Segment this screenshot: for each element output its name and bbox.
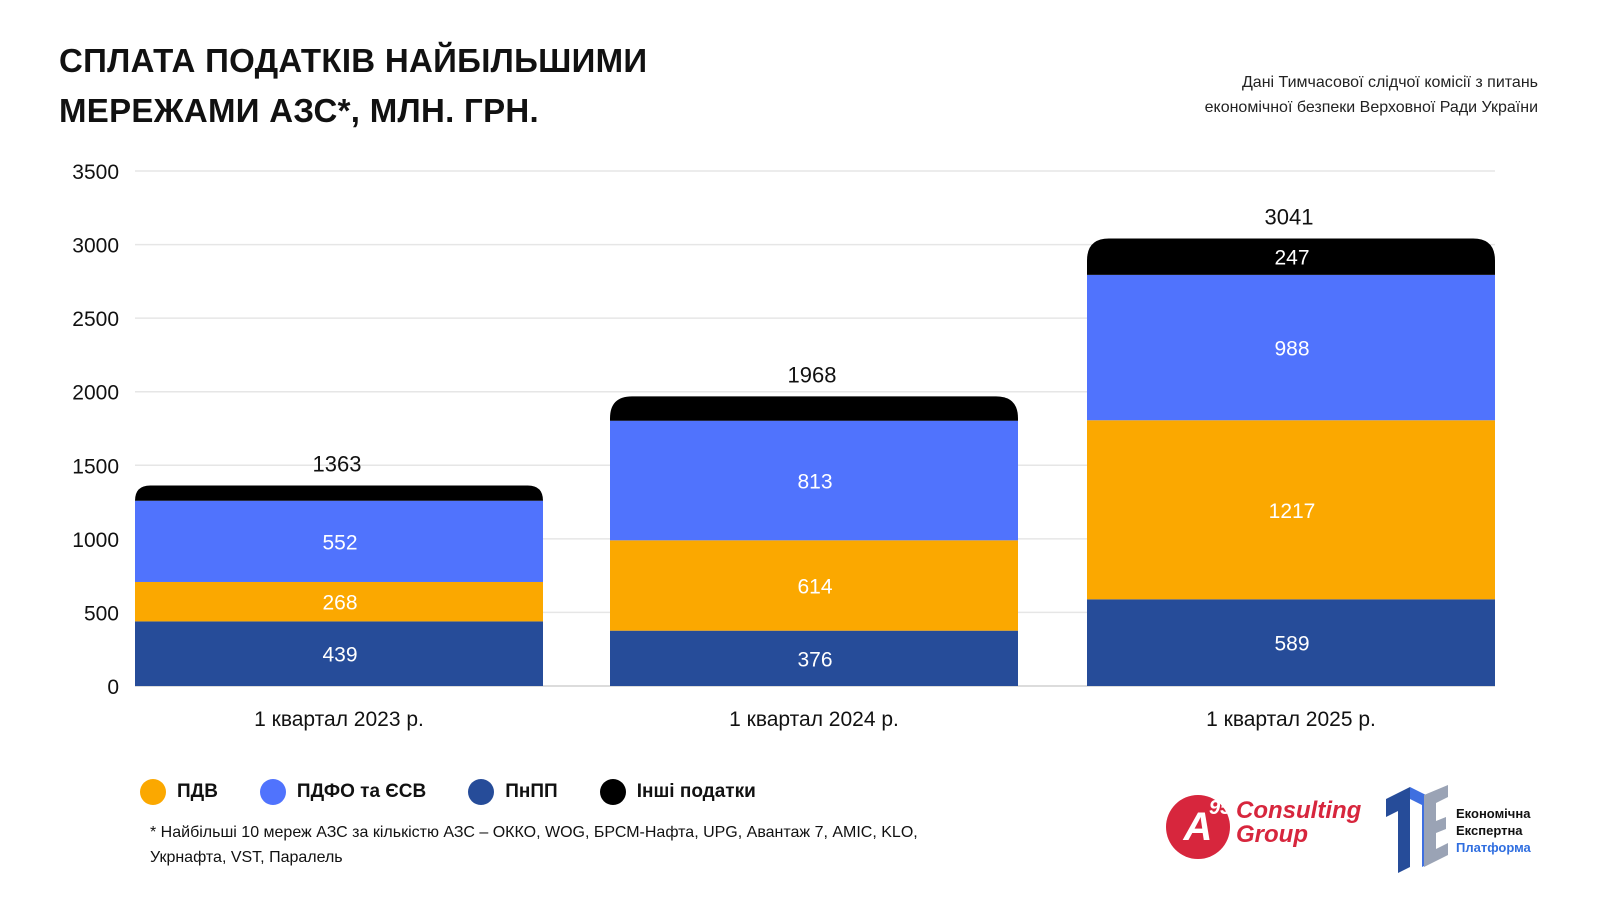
y-tick-label: 500	[84, 602, 119, 625]
data-label-pdv: 1217	[1269, 500, 1316, 523]
bar-segment-pdv	[610, 540, 1018, 631]
x-category-label: 1 квартал 2023 р.	[254, 708, 424, 731]
stacked-bar-chart: 0 500 1000 1500 2000 2500 3000 3500 439 268 552 136…	[72, 161, 1495, 731]
legend-swatch-pnpp	[468, 779, 495, 805]
total-label: 1363	[313, 451, 362, 476]
bar-segment-pdfo	[610, 420, 1018, 541]
economic-expert-platform-logo: Економічна Експертна Платформа	[1380, 785, 1550, 875]
eep-logo-text: Економічна Експертна Платформа	[1456, 805, 1531, 856]
a95-logo-text: Consulting Group	[1236, 799, 1361, 847]
data-label-pnpp: 376	[797, 648, 832, 671]
bar-segment-pdfo	[1087, 274, 1495, 421]
footnote: * Найбільші 10 мереж АЗС за кількістю АЗ…	[150, 820, 1050, 870]
total-label: 3041	[1265, 205, 1314, 230]
a95-logo-line2: Group	[1236, 821, 1308, 848]
eep-logo-line2: Експертна	[1456, 823, 1523, 838]
y-tick-label: 2000	[72, 382, 119, 405]
chart-title-line1: СПЛАТА ПОДАТКІВ НАЙБІЛЬШИМИ	[59, 42, 648, 79]
bar-segment-pdv	[1087, 420, 1495, 600]
footnote-line2: Укрнафта, VST, Паралель	[150, 849, 343, 866]
chart-title-line2: МЕРЕЖАМИ АЗС*, МЛН. ГРН.	[59, 92, 539, 129]
y-tick-label: 0	[107, 676, 119, 699]
y-tick-label: 3000	[72, 235, 119, 258]
chart-title: СПЛАТА ПОДАТКІВ НАЙБІЛЬШИМИ МЕРЕЖАМИ АЗС…	[59, 36, 647, 136]
a95-logo-mark: A	[1166, 795, 1230, 859]
total-label: 1968	[788, 362, 837, 387]
bar-segment-pdv	[135, 581, 543, 622]
legend-item-pdv: ПДВ	[140, 779, 218, 805]
bar-segment-pdfo	[135, 500, 543, 582]
y-tick-label: 2500	[72, 308, 119, 331]
data-label-pdfo: 988	[1274, 338, 1309, 361]
legend-label-pnpp: ПнПП	[505, 781, 558, 802]
a95-consulting-logo: A 95 Consulting Group	[1160, 793, 1361, 863]
a95-logo-line1: Consulting	[1236, 797, 1362, 824]
data-label-pnpp: 589	[1274, 633, 1309, 656]
legend-label-pdv: ПДВ	[177, 781, 218, 802]
y-tick-label: 1500	[72, 455, 119, 478]
chart-legend: ПДВ ПДФО та ЄСВ ПнПП Інші податки	[140, 779, 798, 805]
legend-swatch-pdv	[140, 779, 166, 805]
bar-segment-pnpp	[1087, 599, 1495, 686]
bar-segment-other	[610, 396, 1018, 421]
bar-segment-other	[135, 485, 543, 501]
eep-logo-mark-icon	[1386, 785, 1448, 873]
bar-segment-pnpp	[610, 630, 1018, 686]
legend-label-other: Інші податки	[636, 781, 756, 802]
legend-item-pnpp: ПнПП	[468, 779, 558, 805]
y-tick-label: 3500	[72, 161, 119, 184]
legend-item-pdfo: ПДФО та ЄСВ	[259, 779, 427, 805]
legend-item-other: Інші податки	[599, 779, 756, 805]
y-tick-label: 1000	[72, 529, 119, 552]
data-label-pdfo: 552	[322, 531, 357, 554]
data-label-pnpp: 439	[322, 644, 357, 667]
bar-segment-other	[1087, 238, 1495, 275]
eep-logo-line1: Економічна	[1456, 806, 1531, 821]
legend-label-pdfo: ПДФО та ЄСВ	[296, 781, 427, 802]
x-category-label: 1 квартал 2024 р.	[729, 708, 899, 731]
x-category-label: 1 квартал 2025 р.	[1206, 708, 1376, 731]
source-line1: Дані Тимчасової слідчої комісії з питань	[1241, 74, 1538, 91]
footnote-line1: * Найбільші 10 мереж АЗС за кількістю АЗ…	[150, 824, 918, 841]
legend-swatch-other	[599, 779, 626, 805]
a95-logo-number: 95	[1209, 797, 1232, 819]
data-label-pdv: 614	[797, 576, 832, 599]
data-label-pdfo: 813	[797, 471, 832, 494]
legend-swatch-pdfo	[259, 779, 286, 805]
data-label-pdv: 268	[322, 592, 357, 615]
data-label-other: 247	[1274, 247, 1309, 270]
bar-segment-pnpp	[135, 621, 543, 686]
eep-logo-line3: Платформа	[1456, 840, 1531, 855]
source-note: Дані Тимчасової слідчої комісії з питань…	[1205, 70, 1538, 120]
source-line2: економічної безпеки Верховної Ради Украї…	[1204, 99, 1538, 116]
